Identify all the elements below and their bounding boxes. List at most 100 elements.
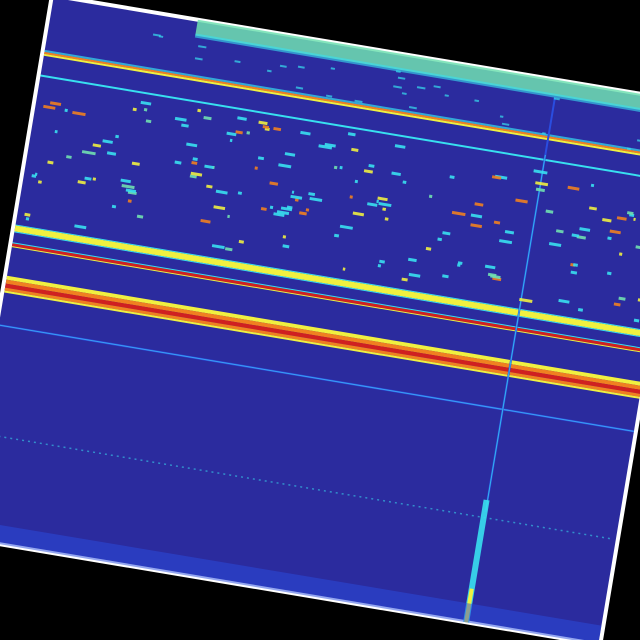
signal-burst [132,107,137,112]
signal-burst [237,191,243,195]
signal-burst [567,185,580,191]
signal-burst [342,267,346,271]
signal-burst [254,166,258,170]
dotted-row-point [211,471,214,473]
signal-burst [572,263,579,267]
signal-burst [442,231,451,236]
dotted-row-point [92,451,96,454]
dotted-row-point [507,520,510,523]
band-red-thick-core [5,283,640,394]
signal-burst [295,86,304,90]
dotted-row-point [110,454,113,457]
signal-burst [229,138,233,143]
signal-burst [279,64,287,68]
line-red-top [44,51,640,161]
signal-burst [535,187,546,193]
signal-burst [276,210,290,216]
dotted-row-point [406,503,409,506]
line-cyan [40,74,640,183]
dotted-row-point [359,495,362,498]
signal-burst [81,150,96,156]
signal-burst [204,164,214,170]
signal-burst [394,144,406,149]
dotted-row-point [323,489,326,492]
signal-burst [273,212,285,217]
dotted-row-point [584,533,587,536]
signal-burst [24,212,31,217]
signal-burst [474,202,484,207]
dotted-row-point [483,516,486,519]
signal-burst [305,208,310,212]
signal-burst [131,161,140,166]
dotted-row-point [33,441,37,444]
signal-burst [200,218,211,224]
signal-burst [318,144,333,150]
signal-burst [234,60,241,64]
dotted-row-point [264,480,267,482]
signal-burst [174,116,187,122]
signal-burst [576,235,587,240]
signal-burst [376,199,379,204]
signal-burst [416,86,426,90]
dotted-row-point [134,458,137,461]
dotted-row-point [501,519,504,522]
signal-burst [626,147,631,151]
signal-burst [291,190,295,194]
signal-burst [333,165,338,170]
signal-burst [558,298,570,304]
signal-burst [407,257,417,263]
signal-burst [84,176,92,181]
dotted-row-point [246,477,250,479]
signal-burst [37,180,42,184]
signal-burst [498,239,513,245]
dotted-row-point [601,536,605,539]
signal-burst [158,35,164,38]
signal-burst [548,241,562,247]
signal-burst [470,223,483,229]
dotted-row-point [217,472,220,474]
signal-burst [54,129,58,134]
signal-burst [145,119,152,124]
signal-burst [571,233,580,238]
dotted-row-point [394,501,397,504]
signal-burst [490,274,501,280]
signal-burst [378,201,392,208]
signal-burst [192,157,198,162]
dotted-row-point [300,486,303,488]
signal-burst [258,120,268,126]
signal-burst [602,217,612,223]
signal-burst [401,92,407,95]
signal-burst [102,139,113,144]
signal-burst [408,272,421,278]
dotted-row-point [353,494,356,497]
dotted-row-point [98,452,102,455]
signal-burst [633,217,636,222]
signal-burst [111,204,117,209]
dotted-row-point [270,481,273,483]
signal-burst [238,239,245,244]
dotted-row-point [430,507,433,510]
dotted-row-point [590,534,593,537]
signal-burst [515,198,528,204]
signal-burst [269,181,279,186]
dotted-row-point [87,450,90,453]
top-energy-band [195,19,640,119]
dotted-row-point [57,445,60,448]
line-thin-red-edge [12,242,640,350]
dotted-row-point [69,447,72,450]
signal-burst [379,259,385,264]
dotted-row-point [572,531,575,534]
signal-burst [152,33,161,37]
dotted-row-point [140,459,143,462]
dotted-row-point [128,457,131,460]
vertical-line-core [485,154,546,511]
dotted-row-point [104,453,108,456]
signal-burst [47,160,54,165]
dotted-row-point [536,525,540,528]
dotted-row-point [424,506,427,509]
signal-burst [347,132,356,137]
dotted-row-point [459,512,463,515]
bottom-noise [0,519,602,640]
